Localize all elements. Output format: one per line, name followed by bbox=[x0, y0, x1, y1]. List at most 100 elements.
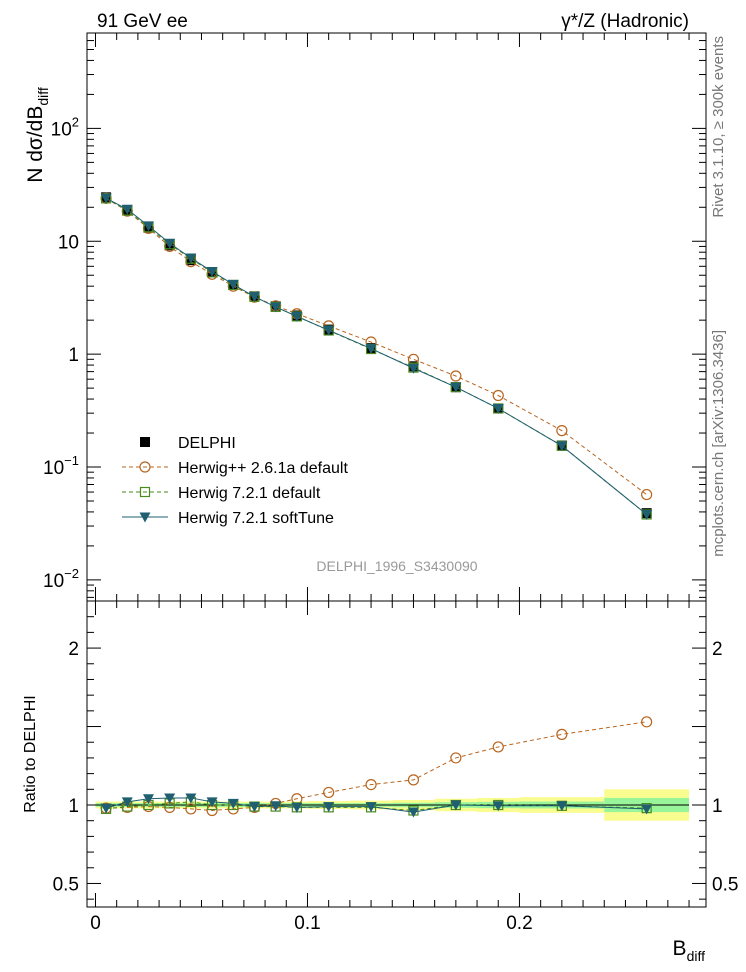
ratio-series-point bbox=[185, 803, 197, 815]
main-series-point bbox=[556, 441, 568, 452]
ratio-series-point bbox=[641, 716, 653, 728]
ratio-xlabel: Bdiff bbox=[673, 937, 706, 964]
ratio-y-tick-label: 0.5 bbox=[53, 874, 79, 895]
ratio-series-point bbox=[121, 797, 133, 808]
legend-item: Herwig++ 2.6.1a default bbox=[122, 460, 348, 477]
ratio-x-tick-label: 0.2 bbox=[506, 913, 532, 934]
ratio-series-point bbox=[450, 800, 462, 811]
main-series-point bbox=[121, 204, 133, 215]
ratio-y-tick-label: 1 bbox=[68, 796, 79, 817]
main-series-point bbox=[270, 302, 282, 313]
ratio-y-tick-label-right: 0.5 bbox=[712, 874, 738, 895]
main-y-tick-label-base: 1 bbox=[68, 345, 79, 366]
ratio-series-point bbox=[270, 801, 282, 812]
main-series-point bbox=[641, 509, 653, 520]
main-series-1 bbox=[100, 192, 653, 501]
ratio-series-point bbox=[100, 803, 112, 814]
main-y-tick-label: 102 bbox=[51, 114, 79, 140]
main-watermark: DELPHI_1996_S3430090 bbox=[316, 558, 477, 574]
ratio-series-point bbox=[142, 794, 154, 805]
legend-marker bbox=[140, 437, 150, 447]
ratio-series-point bbox=[164, 793, 176, 804]
main-series-point bbox=[185, 253, 197, 264]
ratio-series-point bbox=[323, 802, 335, 813]
ratio-y-tick-label-right: 1 bbox=[712, 796, 723, 817]
legend-label: Herwig 7.2.1 softTune bbox=[178, 510, 334, 527]
ratio-frame bbox=[86, 600, 707, 908]
main-ylabel-text: N dσ/dB bbox=[24, 106, 47, 183]
main-series-point bbox=[100, 193, 112, 204]
legend-label: Herwig 7.2.1 default bbox=[178, 485, 321, 502]
ratio-plot-area bbox=[95, 716, 690, 821]
main-series-point bbox=[365, 344, 377, 355]
main-series-point bbox=[142, 221, 154, 232]
ratio-series-point bbox=[365, 778, 377, 791]
legend-item: Herwig 7.2.1 softTune bbox=[122, 510, 334, 527]
main-series-line bbox=[105, 197, 647, 495]
ratio-xlabel-text: B bbox=[673, 937, 687, 960]
mcplots-label: mcplots.cern.ch [arXiv:1306.3436] bbox=[710, 330, 727, 557]
main-series-point bbox=[323, 325, 335, 336]
ratio-series-point bbox=[450, 752, 462, 764]
main-ylabel: N dσ/dBdiff bbox=[24, 87, 51, 183]
ratio-series-point bbox=[365, 802, 377, 813]
main-plot-area bbox=[100, 192, 653, 520]
main-series-point bbox=[227, 279, 239, 290]
ratio-series-point bbox=[227, 798, 239, 809]
ratio-series-point bbox=[556, 801, 568, 812]
legend-label: Herwig++ 2.6.1a default bbox=[178, 460, 348, 477]
main-series-point bbox=[492, 389, 504, 402]
ratio-series-point bbox=[492, 801, 504, 812]
ratio-series-point bbox=[556, 728, 568, 740]
header-right: γ*/Z (Hadronic) bbox=[561, 11, 689, 32]
legend-marker bbox=[139, 512, 151, 523]
main-y-tick-label-exp: −2 bbox=[64, 566, 79, 581]
main-series-point bbox=[450, 370, 462, 382]
main-y-tick-label-base: 10 bbox=[43, 571, 64, 592]
main-series-point bbox=[291, 311, 303, 322]
legend: DELPHI Herwig++ 2.6.1a default Herwig 7.2.… bbox=[122, 435, 348, 527]
ratio-y-tick-label-right: 2 bbox=[712, 639, 723, 660]
ratio-series-point bbox=[248, 802, 260, 813]
main-y-tick-label: 10 bbox=[58, 232, 79, 253]
ratio-panel: 0.5 0.5 1 1 2 2 0 0.1 0.2 Ratio to DELPHI Bdiff bbox=[22, 600, 738, 964]
ratio-series-point bbox=[407, 774, 420, 786]
main-series-point bbox=[641, 488, 653, 501]
legend-marker bbox=[139, 461, 151, 473]
main-series-point bbox=[407, 363, 419, 374]
header-left: 91 GeV ee bbox=[97, 11, 188, 32]
main-series-3 bbox=[100, 193, 653, 520]
ratio-series-point bbox=[407, 807, 419, 818]
ratio-series-2 bbox=[100, 793, 653, 818]
ratio-ticks: 0.5 0.5 1 1 2 2 0 0.1 0.2 bbox=[53, 601, 738, 934]
ratio-y-tick-label: 2 bbox=[68, 639, 79, 660]
ratio-series-point bbox=[492, 741, 504, 753]
main-y-tick-label-exp: −1 bbox=[64, 453, 79, 468]
ratio-series-point bbox=[323, 786, 335, 799]
main-y-tick-label: 10−2 bbox=[43, 566, 79, 592]
rivet-label: Rivet 3.1.10, ≥ 300k events bbox=[710, 36, 727, 218]
ratio-series-point bbox=[291, 802, 303, 813]
main-y-tick-label: 1 bbox=[68, 345, 79, 366]
legend-item: Herwig 7.2.1 default bbox=[122, 485, 321, 502]
ratio-series-point bbox=[185, 793, 197, 804]
main-y-tick-label-base: 10 bbox=[51, 119, 72, 140]
ratio-series-point bbox=[206, 797, 218, 808]
legend-label: DELPHI bbox=[178, 435, 236, 452]
main-y-tick-label-exp: 2 bbox=[72, 114, 79, 129]
ratio-xlabel-sub: diff bbox=[687, 948, 706, 964]
main-series-point bbox=[164, 238, 176, 249]
main-y-tick-label-base: 10 bbox=[43, 458, 64, 479]
ratio-series-point bbox=[641, 804, 653, 815]
legend-marker bbox=[139, 486, 151, 498]
main-series-point bbox=[206, 266, 218, 277]
main-series-point bbox=[450, 382, 462, 393]
ratio-x-tick-label: 0.1 bbox=[294, 913, 320, 934]
main-series-point bbox=[556, 425, 568, 437]
main-series-point bbox=[248, 292, 260, 303]
main-series-point bbox=[492, 403, 504, 414]
main-ylabel-sub: diff bbox=[35, 87, 51, 106]
ratio-ylabel: Ratio to DELPHI bbox=[22, 695, 39, 812]
